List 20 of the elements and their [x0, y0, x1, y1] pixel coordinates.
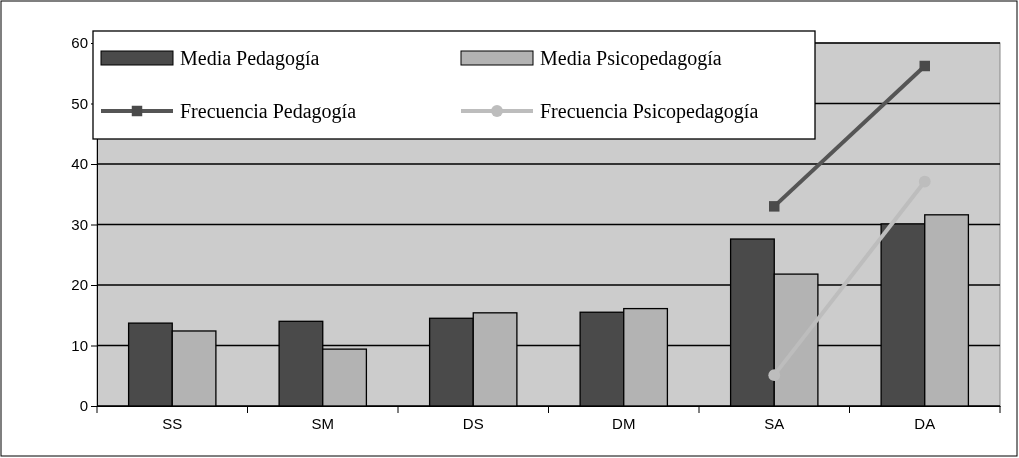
x-tick-label: SS — [162, 414, 183, 432]
point — [769, 201, 780, 212]
x-tick-label: DM — [612, 414, 636, 432]
legend-label: Frecuencia Psicopedagogía — [540, 100, 759, 123]
y-tick-label: 60 — [71, 34, 88, 52]
point — [768, 369, 781, 382]
legend-label: Media Psicopedagogía — [540, 47, 722, 70]
x-tick-label: DS — [462, 414, 484, 432]
y-tick-label: 10 — [71, 336, 88, 354]
x-tick-label: SM — [311, 414, 334, 432]
y-tick-label: 50 — [71, 94, 88, 112]
y-tick-label: 40 — [71, 155, 88, 173]
y-tick-label: 30 — [71, 215, 88, 233]
legend-label: Media Pedagogía — [180, 47, 320, 70]
y-tick-label: 20 — [71, 276, 88, 294]
y-tick-label: 0 — [79, 397, 88, 415]
legend-label: Frecuencia Pedagogía — [180, 100, 357, 123]
x-tick-label: DA — [914, 414, 936, 432]
point — [919, 60, 930, 72]
x-tick-label: SA — [764, 414, 785, 432]
